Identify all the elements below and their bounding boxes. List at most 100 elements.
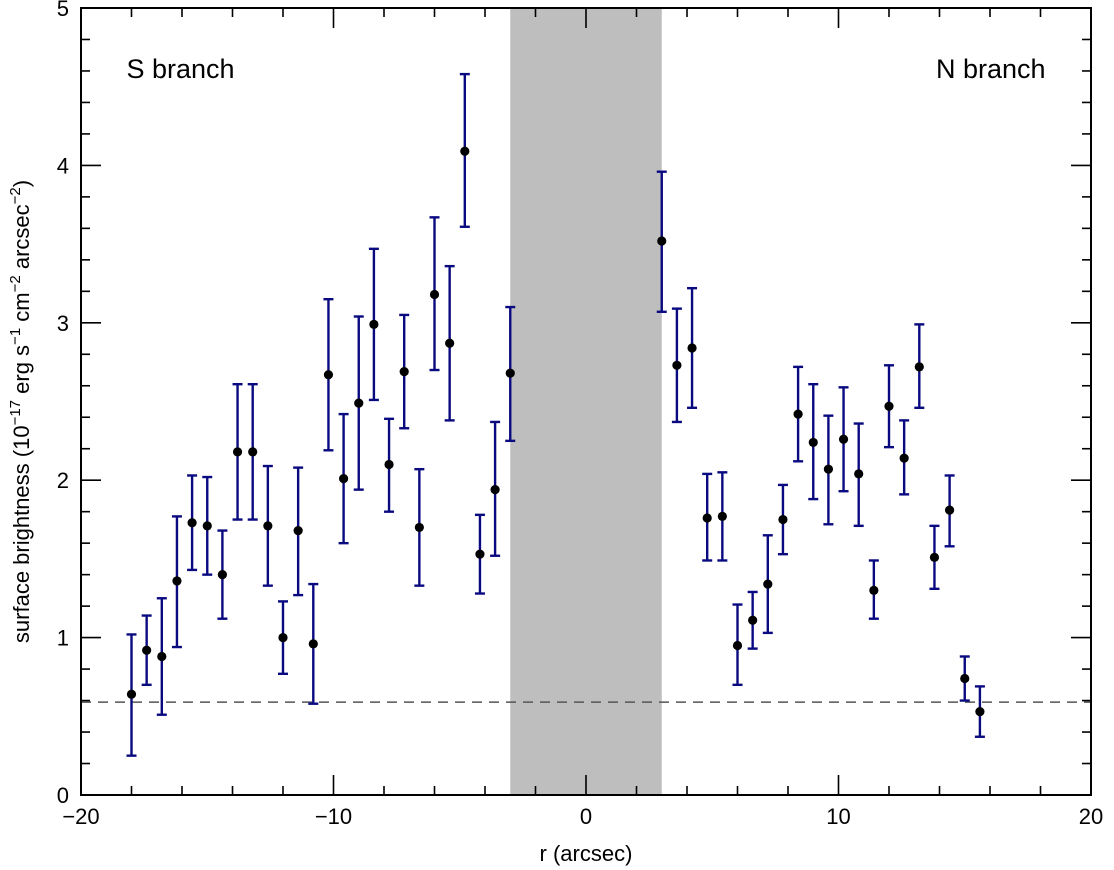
data-marker [384, 459, 394, 470]
y-title-exp3: −2 [7, 275, 24, 292]
y-tick-label: 4 [57, 153, 69, 178]
y-tick-label: 2 [57, 468, 69, 493]
data-point [353, 315, 364, 491]
data-point [262, 464, 273, 587]
data-marker [278, 633, 288, 643]
data-point [156, 597, 167, 716]
data-marker [748, 615, 758, 625]
data-point [762, 534, 773, 635]
y-title-exp4: −2 [7, 187, 24, 204]
data-marker [369, 319, 379, 329]
data-point [868, 559, 879, 620]
data-marker [414, 522, 424, 533]
data-point [823, 414, 834, 526]
y-title-exp2: −1 [7, 328, 24, 345]
data-marker [142, 645, 152, 655]
data-marker [217, 570, 227, 580]
data-marker [505, 368, 515, 378]
data-marker [763, 579, 773, 589]
data-point [171, 515, 182, 649]
x-tick-label: −20 [62, 804, 99, 829]
data-marker [975, 706, 985, 717]
data-marker [308, 639, 318, 649]
data-marker [657, 236, 667, 246]
data-marker [945, 505, 955, 515]
data-point [141, 614, 152, 687]
x-axis-title: r (arcsec) [540, 841, 633, 866]
data-point [687, 286, 698, 409]
data-marker [429, 289, 440, 300]
y-title-mid3: arcsec [9, 204, 34, 275]
data-point [974, 685, 985, 738]
y-title-suffix: ) [9, 180, 34, 187]
data-marker [929, 552, 940, 562]
data-point [126, 633, 137, 757]
x-tick-label: 20 [1079, 804, 1103, 829]
data-point [444, 264, 455, 422]
data-point [899, 419, 910, 496]
data-marker [672, 360, 682, 370]
data-point [490, 420, 501, 557]
data-point [399, 313, 410, 430]
y-title-mid2: cm [9, 292, 34, 327]
data-point [793, 365, 804, 463]
data-point [747, 590, 758, 650]
y-tick-label: 1 [57, 626, 69, 651]
data-marker [884, 401, 894, 411]
data-point [732, 603, 743, 687]
data-marker [232, 447, 243, 457]
excluded-region-layer [510, 8, 662, 795]
data-point [278, 600, 288, 676]
data-point [232, 382, 243, 521]
data-point [217, 529, 228, 620]
data-marker [793, 409, 803, 419]
data-point [914, 323, 925, 409]
y-tick-label: 3 [57, 311, 69, 336]
data-point [717, 471, 728, 562]
data-marker [172, 576, 182, 586]
y-title-mid1: erg s [9, 345, 34, 400]
data-marker [399, 366, 409, 377]
data-point [187, 474, 198, 572]
data-marker [187, 518, 197, 528]
data-point [671, 307, 682, 424]
data-point [293, 466, 304, 597]
data-point [308, 582, 319, 705]
data-marker [702, 513, 712, 523]
data-marker [202, 521, 212, 531]
data-marker [490, 485, 500, 495]
data-point [368, 247, 379, 402]
data-point [414, 467, 425, 587]
data-marker [914, 362, 924, 372]
data-point [656, 170, 667, 313]
data-marker [157, 651, 167, 662]
data-point [884, 364, 894, 449]
data-point [929, 524, 940, 591]
data-points-layer [126, 72, 985, 757]
data-marker [732, 640, 743, 651]
data-marker [126, 689, 137, 699]
data-marker [960, 673, 970, 684]
data-point [777, 483, 788, 556]
x-tick-label: 0 [580, 804, 592, 829]
data-marker [808, 437, 818, 448]
data-point [808, 382, 819, 501]
annotations-layer: S branch N branch [126, 54, 1045, 84]
data-marker [854, 469, 864, 479]
data-point [702, 472, 713, 562]
data-marker [869, 585, 879, 595]
data-point [202, 475, 213, 576]
data-marker [778, 514, 788, 525]
data-marker [323, 370, 334, 380]
data-point [505, 305, 516, 443]
data-point [338, 412, 349, 545]
y-axis-title: surface brightness (10−17 erg s−1 cm−2 a… [7, 180, 34, 643]
data-marker [460, 146, 470, 156]
data-point [838, 386, 849, 493]
branch-label: N branch [936, 54, 1046, 84]
data-point [944, 474, 955, 548]
x-tick-label: 10 [826, 804, 850, 829]
data-point [247, 382, 258, 521]
data-point [853, 422, 864, 528]
